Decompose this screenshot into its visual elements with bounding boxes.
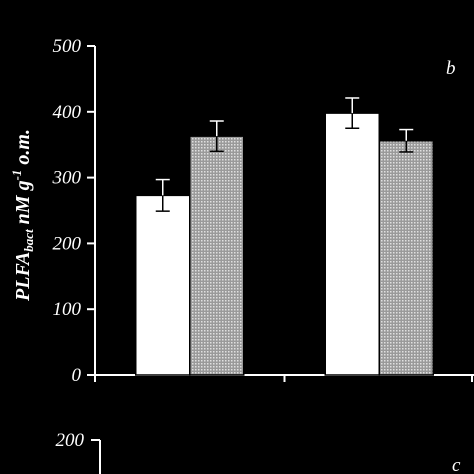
y-tick-label-300: 300 [52,168,82,189]
y-axis-title-main: PLFA [12,252,34,302]
panel-b: 0 100 200 300 400 500 b PLFAbact nM g-1 o.m. [9,36,474,386]
panel-letter-c: c [452,455,461,474]
y-axis-title-tail: o.m. [12,129,34,170]
y-axis-title-sub: bact [21,229,36,252]
panel-c: 200 c [56,430,461,474]
y-tick-label-200: 200 [53,233,82,254]
y-tick-label-c-200: 200 [56,430,85,451]
x-ticks [94,375,473,382]
bar-s1-g0 [189,135,245,376]
panel-letter-b: b [446,58,456,79]
bar-s0-g1 [324,112,380,376]
y-axis-title: PLFAbact nM g-1 o.m. [9,129,36,302]
y-tick-label-500: 500 [53,36,82,57]
y-axis-title-sup: -1 [9,170,24,181]
y-ticks: 0 100 200 300 400 500 [52,36,95,386]
bars [135,97,434,376]
y-tick-label-100: 100 [53,299,82,320]
y-tick-label-0: 0 [72,365,82,386]
y-tick-label-400: 400 [53,102,82,123]
bar-s0-g0 [135,194,191,376]
y-axis-title-unit: nM g [12,180,34,229]
bar-s1-g1 [378,140,434,376]
